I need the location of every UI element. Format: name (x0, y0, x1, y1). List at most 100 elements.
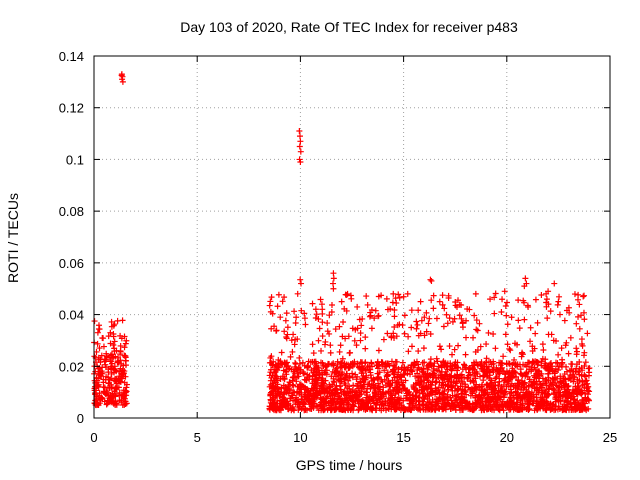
data-point (551, 368, 558, 375)
data-point (471, 366, 478, 373)
data-point (367, 369, 374, 376)
data-point (519, 380, 526, 387)
data-point (91, 377, 98, 384)
data-point (525, 304, 532, 311)
data-point (449, 318, 456, 325)
data-point (444, 383, 451, 390)
data-point (565, 382, 572, 389)
data-point (359, 315, 366, 322)
data-point (291, 308, 298, 315)
data-point (117, 365, 124, 372)
y-axis-title: ROTI / TECUs (5, 193, 21, 283)
data-point (401, 367, 408, 374)
data-point (100, 376, 107, 383)
data-point (444, 376, 451, 383)
data-point (276, 393, 283, 400)
y-tick-label: 0.06 (59, 256, 84, 271)
data-point (438, 362, 445, 369)
data-point (570, 378, 577, 385)
data-point (426, 392, 433, 399)
data-point (551, 387, 558, 394)
data-point (410, 392, 417, 399)
data-point (266, 403, 273, 410)
data-point (584, 391, 591, 398)
data-point (338, 359, 345, 366)
data-point (324, 328, 331, 335)
data-point (439, 301, 446, 308)
data-point (343, 307, 350, 314)
data-point (469, 390, 476, 397)
data-point (123, 337, 130, 344)
data-point (285, 400, 292, 407)
data-point (319, 306, 326, 313)
data-point (483, 341, 490, 348)
data-point (446, 315, 453, 322)
data-point (573, 320, 580, 327)
data-point (319, 319, 326, 326)
data-point (400, 293, 407, 300)
data-point (302, 386, 309, 393)
data-point (473, 381, 480, 388)
data-point (345, 377, 352, 384)
data-point (374, 359, 381, 366)
data-point (106, 379, 113, 386)
data-point (418, 317, 425, 324)
data-point (515, 297, 522, 304)
data-point (564, 391, 571, 398)
data-point (469, 407, 476, 414)
x-tick-label: 15 (396, 430, 410, 445)
data-point (302, 394, 309, 401)
data-point (317, 296, 324, 303)
data-point (279, 404, 286, 411)
data-point (391, 307, 398, 314)
data-point (321, 380, 328, 387)
data-point (296, 127, 303, 134)
data-point (375, 312, 382, 319)
data-point (99, 364, 106, 371)
data-point (341, 360, 348, 367)
data-point (372, 307, 379, 314)
data-point (474, 347, 481, 354)
data-point (556, 293, 563, 300)
data-point (479, 381, 486, 388)
data-point (478, 365, 485, 372)
data-point (553, 394, 560, 401)
data-point (273, 375, 280, 382)
data-point (425, 362, 432, 369)
plot-frame (93, 55, 611, 419)
data-point (426, 315, 433, 322)
data-point (495, 382, 502, 389)
data-point (119, 317, 126, 324)
data-point (310, 400, 317, 407)
data-point (417, 330, 424, 337)
data-point (292, 336, 299, 343)
data-point (426, 398, 433, 405)
data-point (583, 407, 590, 414)
data-point (485, 329, 492, 336)
data-point (548, 331, 555, 338)
data-point (425, 320, 432, 327)
data-point (399, 359, 406, 366)
data-point (483, 355, 490, 362)
data-point (546, 386, 553, 393)
data-point (110, 342, 117, 348)
data-point (404, 290, 411, 297)
data-point (118, 72, 125, 79)
data-point (529, 400, 536, 407)
data-point (531, 364, 538, 371)
data-point (423, 382, 430, 389)
data-point (379, 363, 386, 370)
data-point (532, 296, 539, 303)
data-point (276, 403, 283, 410)
data-point (391, 404, 398, 411)
data-point (573, 345, 580, 352)
data-point (474, 397, 481, 404)
data-point (454, 400, 461, 407)
data-point (430, 305, 437, 312)
data-point (273, 327, 280, 334)
x-tick-label: 0 (90, 430, 97, 445)
data-point (514, 361, 521, 368)
data-point (557, 392, 564, 399)
data-point (358, 322, 365, 329)
data-point (568, 360, 575, 367)
